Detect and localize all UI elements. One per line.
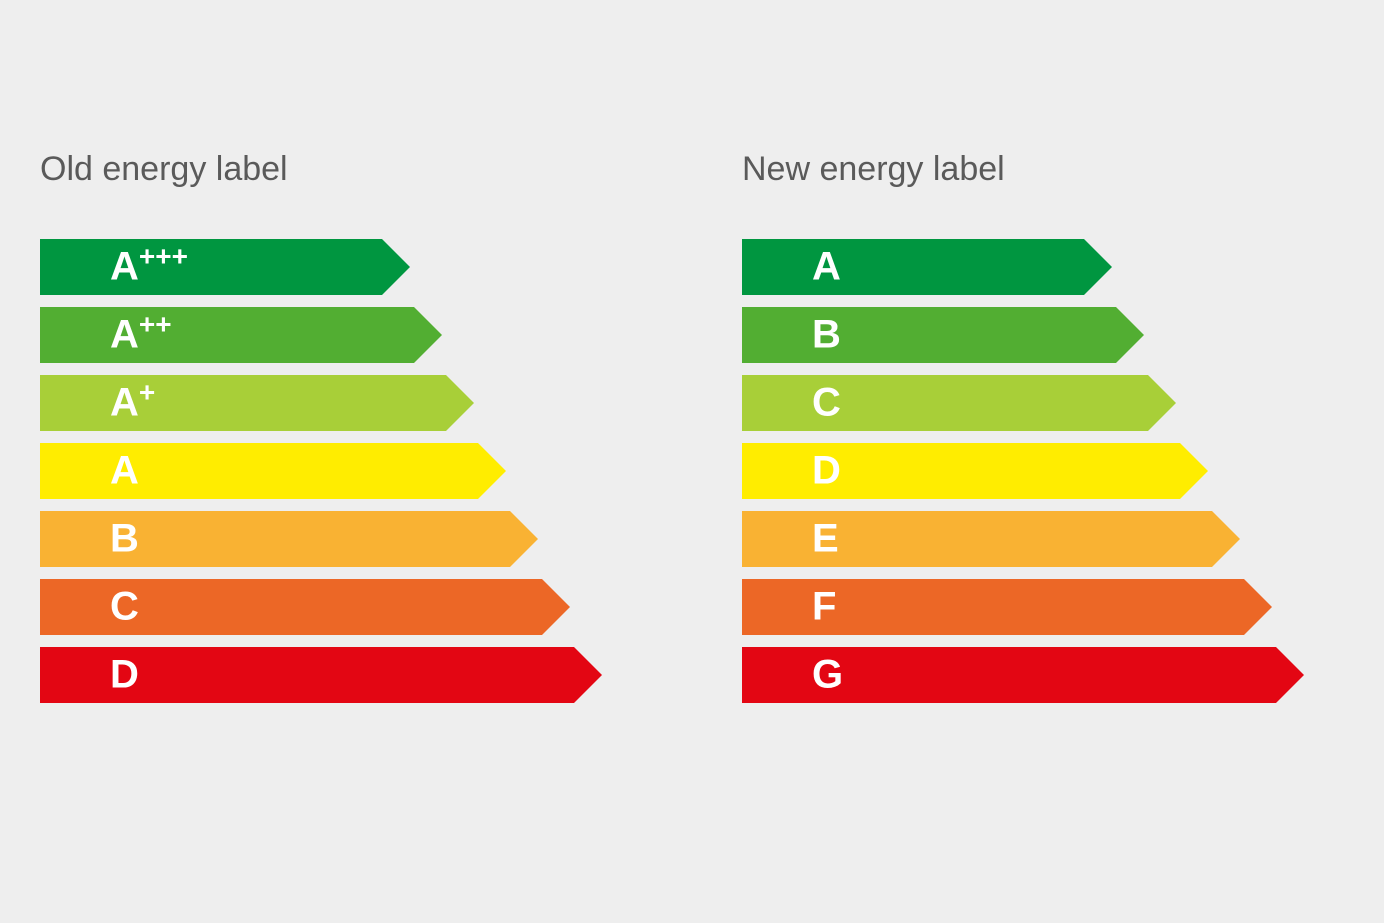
energy-bar: D	[742, 443, 1344, 499]
energy-bar-letter: B	[812, 313, 841, 358]
energy-bar-label: E	[812, 517, 839, 562]
energy-bar: B	[742, 307, 1344, 363]
energy-bar: C	[742, 375, 1344, 431]
energy-bar-label: D	[110, 653, 139, 698]
energy-bar-label: A+++	[110, 245, 188, 290]
old-bars-container: A+++A++A+ABCD	[40, 239, 642, 703]
energy-bar-letter: A	[110, 449, 139, 494]
energy-bar: A+++	[40, 239, 642, 295]
energy-bar: G	[742, 647, 1344, 703]
energy-bar-letter: A	[110, 245, 139, 290]
energy-bar: C	[40, 579, 642, 635]
energy-bar-letter: B	[110, 517, 139, 562]
energy-bar-shape	[742, 239, 1112, 295]
energy-label-comparison: Old energy label A+++A++A+ABCD New energ…	[0, 0, 1384, 703]
energy-bar-shape	[40, 307, 442, 363]
energy-bar-letter: F	[812, 585, 836, 630]
energy-bar-letter: G	[812, 653, 843, 698]
energy-bar-suffix: ++	[139, 309, 172, 341]
energy-bar-suffix: +	[139, 377, 155, 409]
new-energy-label-panel: New energy label ABCDEFG	[742, 150, 1344, 703]
energy-bar: F	[742, 579, 1344, 635]
energy-bar-label: A	[812, 245, 841, 290]
energy-bar-label: A++	[110, 313, 172, 358]
panel-title-old: Old energy label	[40, 150, 642, 189]
old-energy-label-panel: Old energy label A+++A++A+ABCD	[40, 150, 642, 703]
energy-bar-label: G	[812, 653, 843, 698]
new-bars-container: ABCDEFG	[742, 239, 1344, 703]
energy-bar-label: B	[110, 517, 139, 562]
energy-bar-label: B	[812, 313, 841, 358]
energy-bar: A+	[40, 375, 642, 431]
energy-bar-letter: A	[110, 313, 139, 358]
energy-bar-label: C	[110, 585, 139, 630]
energy-bar-suffix: +++	[139, 241, 188, 273]
energy-bar-label: A+	[110, 381, 155, 426]
energy-bar-shape	[40, 375, 474, 431]
energy-bar: A++	[40, 307, 642, 363]
energy-bar-letter: A	[812, 245, 841, 290]
energy-bar-letter: A	[110, 381, 139, 426]
panel-title-new: New energy label	[742, 150, 1344, 189]
energy-bar: B	[40, 511, 642, 567]
energy-bar-label: F	[812, 585, 836, 630]
energy-bar-label: C	[812, 381, 841, 426]
energy-bar: D	[40, 647, 642, 703]
energy-bar-letter: D	[110, 653, 139, 698]
energy-bar-letter: C	[812, 381, 841, 426]
energy-bar: E	[742, 511, 1344, 567]
energy-bar: A	[742, 239, 1344, 295]
energy-bar: A	[40, 443, 642, 499]
energy-bar-label: D	[812, 449, 841, 494]
energy-bar-shape	[40, 239, 410, 295]
energy-bar-shape	[742, 375, 1176, 431]
energy-bar-letter: C	[110, 585, 139, 630]
energy-bar-letter: D	[812, 449, 841, 494]
energy-bar-label: A	[110, 449, 139, 494]
energy-bar-letter: E	[812, 517, 839, 562]
energy-bar-shape	[742, 307, 1144, 363]
